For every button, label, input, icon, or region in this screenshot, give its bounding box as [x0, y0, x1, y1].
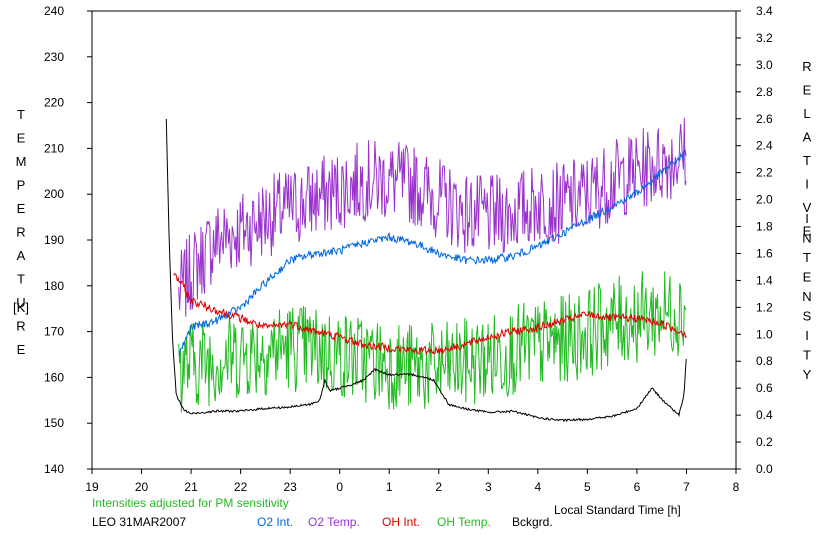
x-tick-label: 20 — [135, 480, 149, 494]
y-left-label-letter: T — [17, 272, 25, 287]
y-right-tick-label: 1.8 — [756, 220, 773, 234]
y-right-label-letter: E — [803, 270, 812, 285]
x-tick-label: 5 — [584, 480, 591, 494]
note-text: Intensities adjusted for PM sensitivity — [92, 496, 289, 510]
y-left-tick-label: 230 — [44, 50, 64, 64]
legend-o2-int: O2 Int. — [257, 515, 293, 529]
legend-oh-int: OH Int. — [382, 515, 420, 529]
series-oh_temp — [178, 271, 687, 413]
y-left-label-letter: U — [16, 295, 25, 310]
y-right-label-letter: I — [805, 328, 809, 343]
y-left-ticks: 140 150 160 170 180 190 200 210 220 230 240 — [44, 4, 92, 476]
x-tick-label: 21 — [184, 480, 198, 494]
y-right-tick-label: 2.2 — [756, 166, 773, 180]
y-right-tick-label: 0.2 — [756, 435, 773, 449]
y-right-label-letter: I — [805, 177, 809, 192]
plot-frame — [91, 10, 737, 470]
y-right-label-letter: T — [803, 348, 811, 363]
y-right-label-letter: T — [803, 250, 811, 265]
series-layer — [165, 117, 687, 423]
series-oh_int — [173, 273, 687, 356]
y-right-label-letter: N — [802, 289, 811, 304]
x-tick-label: 1 — [386, 480, 393, 494]
x-tick-label: 6 — [634, 480, 641, 494]
x-tick-label: 19 — [85, 480, 99, 494]
y-right-tick-label: 1.4 — [756, 273, 773, 287]
station-date: LEO 31MAR2007 — [92, 515, 186, 529]
y-right-label-letter: R — [802, 59, 811, 74]
y-right-label-letter: V — [803, 200, 812, 215]
x-tick-label: 3 — [485, 480, 492, 494]
legend-oh-temp: OH Temp. — [437, 515, 491, 529]
y-left-tick-label: 210 — [44, 141, 64, 155]
y-right-label-letter: N — [802, 231, 811, 246]
y-left-label-letter: T — [17, 107, 25, 122]
x-tick-label: 0 — [336, 480, 343, 494]
x-tick-label: 22 — [234, 480, 248, 494]
y-left-tick-label: 140 — [44, 462, 64, 476]
y-right-label-letter: S — [803, 309, 812, 324]
series-o2_temp — [178, 117, 687, 317]
y-right-tick-label: 3.2 — [756, 31, 773, 45]
series-o2_int — [178, 149, 687, 356]
x-tick-label: 8 — [733, 480, 740, 494]
y-right-label-letter: E — [803, 224, 812, 239]
y-right-label-letter: E — [803, 83, 812, 98]
y-right-label-letter: T — [803, 153, 811, 168]
y-right-tick-label: 0.0 — [756, 462, 773, 476]
y-right-tick-label: 1.6 — [756, 246, 773, 260]
y-left-label-letter: R — [16, 225, 25, 240]
legend-bckgrd: Bckgrd. — [512, 515, 553, 529]
y-right-tick-label: 3.4 — [756, 4, 773, 18]
y-left-label-letter: E — [17, 342, 26, 357]
x-tick-label: 7 — [683, 480, 690, 494]
y-left-tick-label: 190 — [44, 233, 64, 247]
y-left-tick-label: 200 — [44, 187, 64, 201]
y-right-tick-label: 2.6 — [756, 112, 773, 126]
legend-o2-temp: O2 Temp. — [308, 515, 360, 529]
y-left-tick-label: 160 — [44, 370, 64, 384]
y-left-unit: [K] — [13, 300, 29, 315]
y-left-label-letter: P — [17, 178, 26, 193]
y-right-tick-label: 0.6 — [756, 381, 773, 395]
y-right-tick-label: 2.8 — [756, 85, 773, 99]
y-right-tick-label: 2.4 — [756, 139, 773, 153]
y-left-tick-label: 180 — [44, 279, 64, 293]
y-right-label-letter: A — [803, 130, 812, 145]
x-axis-label: Local Standard Time [h] — [554, 503, 681, 517]
y-right-tick-label: 1.2 — [756, 300, 773, 314]
series-bckgrd — [165, 118, 687, 423]
x-tick-label: 23 — [283, 480, 297, 494]
y-right-tick-label: 1.0 — [756, 327, 773, 341]
y-right-label-letter: L — [803, 106, 810, 121]
x-tick-label: 4 — [535, 480, 542, 494]
y-left-tick-label: 150 — [44, 416, 64, 430]
y-right-ticks: 0.0 0.2 0.4 0.6 0.8 1.0 1.2 1.4 1.6 1.8 2.0 2.2 2.4 2… — [736, 4, 773, 476]
x-ticks: 19 20 21 22 23 0 1 2 3 4 5 6 7 8 — [85, 469, 740, 494]
y-right-tick-label: 0.8 — [756, 354, 773, 368]
y-left-tick-label: 170 — [44, 325, 64, 339]
y-right-label-letter: I — [805, 211, 809, 226]
y-left-tick-label: 240 — [44, 4, 64, 18]
y-left-tick-label: 220 — [44, 96, 64, 110]
y-left-label-letter: R — [16, 319, 25, 334]
y-right-tick-label: 0.4 — [756, 408, 773, 422]
y-right-label-letter: Y — [803, 367, 812, 382]
y-right-tick-label: 2.0 — [756, 193, 773, 207]
y-left-label-letter: A — [17, 248, 26, 263]
y-left-label-letter: M — [16, 154, 27, 169]
y-right-tick-label: 3.0 — [756, 58, 773, 72]
x-tick-label: 2 — [435, 480, 442, 494]
y-left-label-letter: E — [17, 201, 26, 216]
y-left-label-letter: E — [17, 131, 26, 146]
